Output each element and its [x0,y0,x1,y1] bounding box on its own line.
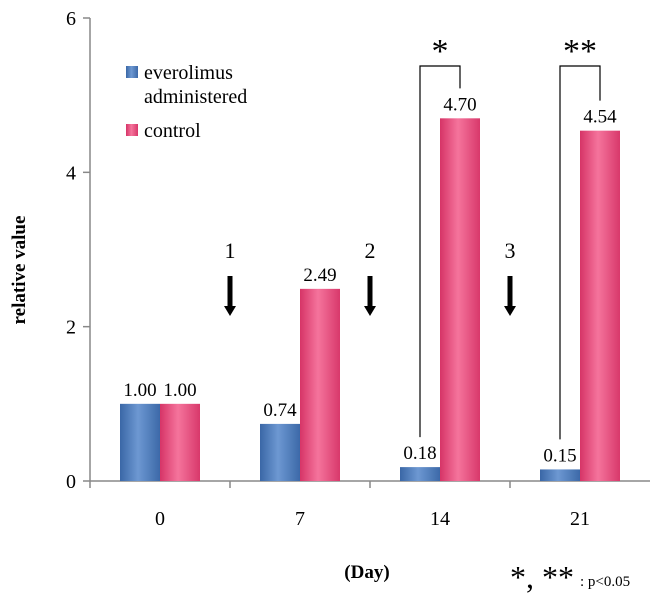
data-label: 1.00 [123,380,156,401]
legend-label: everolimus [144,62,233,84]
y-ticks: 0 2 4 6 [66,8,90,493]
data-label: 0.74 [263,400,297,421]
footnote: *, ** : p<0.05 [510,559,630,595]
data-label: 1.00 [163,380,196,401]
bar [440,118,480,482]
arrow-head [504,306,516,316]
significance-bracket [559,65,601,440]
bar [120,403,160,481]
y-axis-title: relative value [9,216,30,325]
data-label: 2.49 [303,265,336,286]
y-tick-label: 4 [66,162,76,184]
arrow-number: 2 [365,238,376,263]
significance-mark: * [432,33,449,70]
legend-swatch [126,66,138,78]
x-axis-title: (Day) [344,562,389,583]
x-tick-label: 7 [295,508,305,530]
bars [120,118,620,482]
bar [580,130,620,481]
bar [400,467,440,481]
x-tick-label: 0 [155,508,165,530]
x-ticks: 0 7 14 21 [89,481,590,530]
data-label: 0.18 [403,443,436,464]
legend-swatch [126,124,138,136]
arrow-number: 3 [505,238,516,263]
data-label: 4.70 [443,94,476,115]
data-labels: 1.00 0.74 0.18 0.15 1.00 2.49 4.70 4.54 [123,94,617,466]
footnote-text: : p<0.05 [580,574,630,590]
y-tick-label: 0 [66,471,76,493]
footnote-marks: *, ** [510,559,574,595]
bar [160,403,200,481]
x-tick-label: 14 [430,508,450,530]
y-tick-label: 2 [66,317,76,339]
significance-brackets: * ** [419,33,601,440]
significance-bracket [419,65,461,438]
x-tick-label: 21 [570,508,590,530]
data-label: 4.54 [583,107,617,128]
legend-label: control [144,120,201,142]
y-tick-label: 6 [66,8,76,30]
arrow-number: 1 [225,238,236,263]
arrow-head [364,306,376,316]
bar [300,288,340,481]
bar [540,469,580,481]
bar [260,423,300,481]
treatment-arrows: 1 2 3 [224,238,516,316]
data-label: 0.15 [543,445,576,466]
legend-label: administered [144,86,247,108]
significance-mark: ** [563,33,597,70]
arrow-head [224,306,236,316]
